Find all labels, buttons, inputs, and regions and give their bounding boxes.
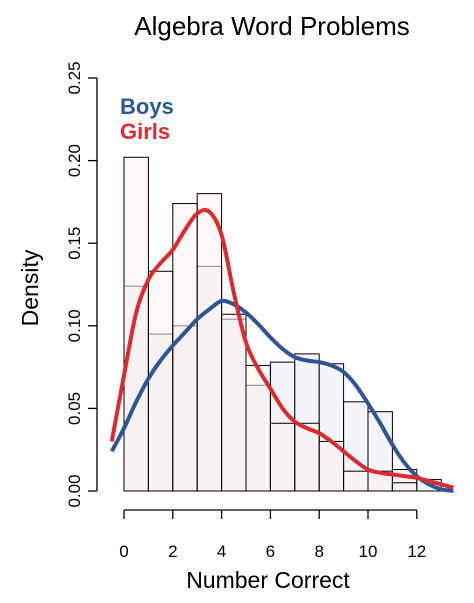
x-tick-label: 12 xyxy=(407,542,426,561)
hist-bar-girls-7 xyxy=(294,422,320,492)
y-axis-ticks: 0.00 0.05 0.10 0.15 0.20 0.25 xyxy=(65,61,97,508)
y-tick-label: 0.15 xyxy=(65,227,84,260)
density-curves xyxy=(109,207,454,493)
hist-bar-girls-4 xyxy=(221,313,247,492)
hist-bar-girls-0 xyxy=(123,156,149,492)
x-tick-label: 6 xyxy=(266,542,275,561)
x-axis-label: Number Correct xyxy=(186,567,350,593)
legend-entry-boys: Boys xyxy=(120,94,174,119)
hist-bar-girls-3 xyxy=(196,193,223,492)
hist-bar-girls-6 xyxy=(269,422,296,492)
density-curve-boys xyxy=(110,298,454,493)
x-axis-ticks: 0 2 4 6 8 10 12 xyxy=(119,510,426,561)
y-tick-label: 0.25 xyxy=(65,61,84,94)
hist-bar-girls-11 xyxy=(391,482,418,492)
density-curve-girls xyxy=(109,207,454,490)
y-tick-label: 0.20 xyxy=(65,144,84,177)
hist-bar-girls-1 xyxy=(147,270,174,492)
x-tick-label: 10 xyxy=(359,542,378,561)
x-tick-label: 2 xyxy=(168,542,177,561)
x-tick-label: 0 xyxy=(119,542,128,561)
y-axis-label: Density xyxy=(17,249,43,326)
x-tick-label: 8 xyxy=(314,542,323,561)
legend-entry-girls: Girls xyxy=(120,119,170,144)
y-tick-label: 0.00 xyxy=(65,474,84,507)
chart-title: Algebra Word Problems xyxy=(134,11,410,41)
y-tick-label: 0.10 xyxy=(65,309,84,342)
hist-bar-girls-9 xyxy=(343,470,369,492)
x-tick-label: 4 xyxy=(217,542,226,561)
histogram-girls xyxy=(123,156,418,492)
y-tick-label: 0.05 xyxy=(65,392,84,425)
hist-bar-girls-5 xyxy=(245,364,271,492)
